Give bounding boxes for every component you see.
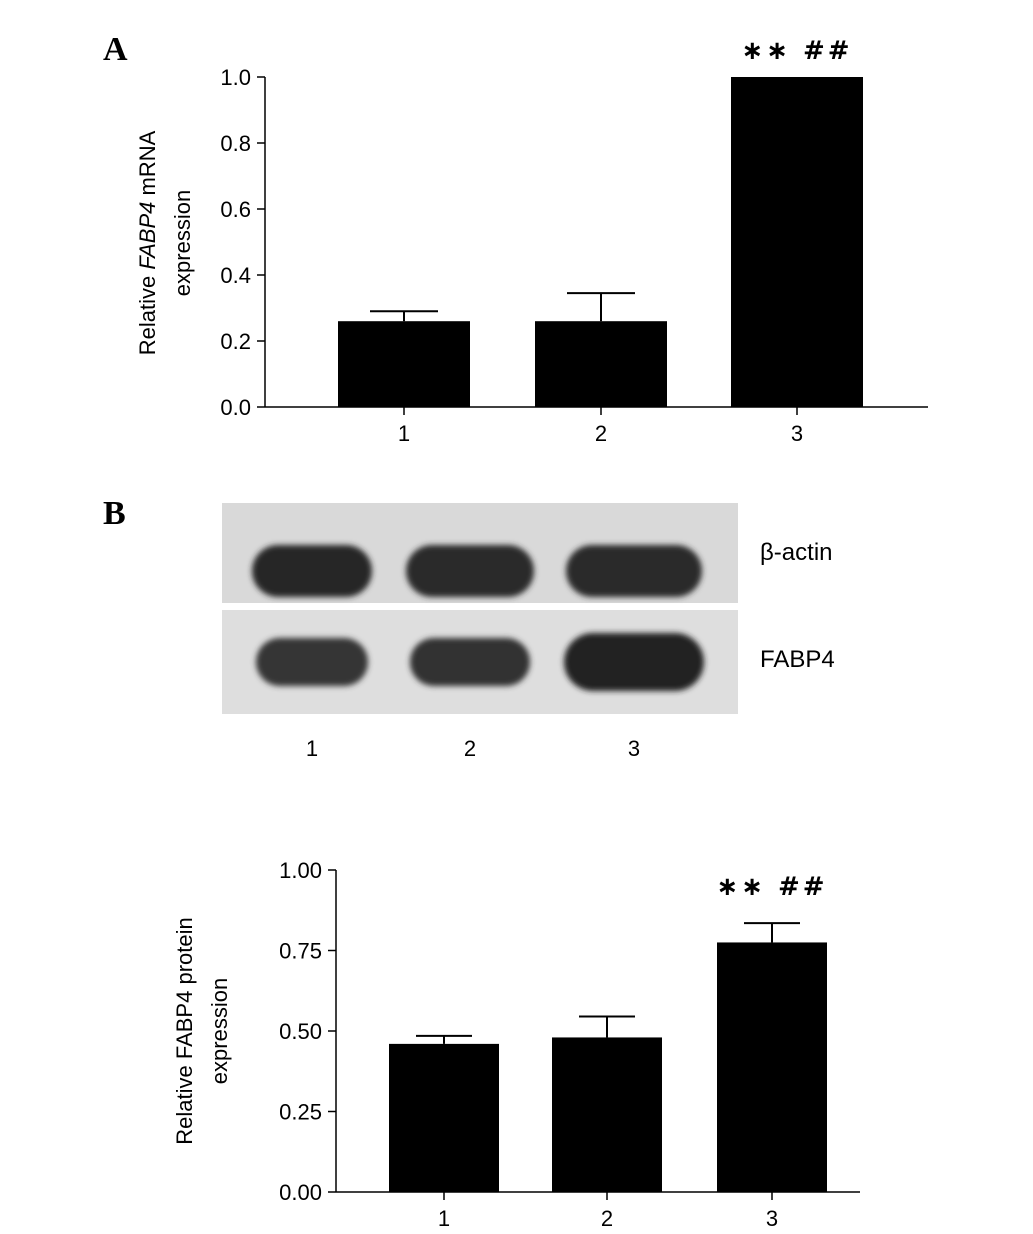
significance-label: ∗∗ ## [716, 872, 827, 902]
chart-a-ylabel-line2: expression [170, 190, 195, 296]
chart-a-ylabel-part3: mRNA [135, 130, 160, 201]
blot-band [256, 638, 368, 686]
bar [389, 1043, 499, 1192]
blot-band [566, 545, 702, 597]
panel-a-letter: A [103, 31, 128, 68]
bar [731, 77, 863, 407]
chart-b-ylabel: Relative FABP4 protein [172, 917, 197, 1144]
bar [552, 1037, 662, 1192]
western-blot: β-actin FABP4 1 2 3 [222, 503, 835, 761]
y-tick-label: 0.50 [279, 1019, 322, 1044]
y-tick-label: 0.0 [220, 395, 251, 420]
chart-b-ylabel-line2: expression [207, 978, 232, 1084]
x-tick-label: 1 [398, 421, 410, 446]
significance-label: ∗∗ ## [741, 36, 852, 66]
chart-a-mrna: 0.0 0.2 0.4 0.6 0.8 1.0 1 2 3 ∗∗ ## Relative FABP… [135, 36, 928, 446]
y-tick-label: 1.00 [279, 858, 322, 883]
bar [717, 942, 827, 1192]
x-tick-label: 2 [601, 1206, 613, 1231]
bar [338, 321, 470, 407]
x-tick-label: 1 [438, 1206, 450, 1231]
bar [535, 321, 667, 407]
panel-b-letter: B [103, 495, 126, 532]
y-tick-label: 0.2 [220, 329, 251, 354]
y-tick-label: 0.6 [220, 197, 251, 222]
chart-b-protein: 0.00 0.25 0.50 0.75 1.00 1 2 3 ∗∗ ## Relative FA… [172, 858, 860, 1231]
y-tick-label: 1.0 [220, 65, 251, 90]
y-tick-label: 0.00 [279, 1180, 322, 1205]
chart-a-ylabel-part1: Relative [135, 270, 160, 356]
blot-lane-label: 1 [306, 736, 318, 761]
blot-band [252, 545, 372, 597]
blot-lane-label: 3 [628, 736, 640, 761]
x-tick-label: 3 [791, 421, 803, 446]
blot-band [410, 638, 530, 686]
chart-a-ylabel: Relative FABP4 mRNA [135, 130, 160, 355]
x-tick-label: 3 [766, 1206, 778, 1231]
blot-label-fabp4: FABP4 [760, 646, 835, 673]
blot-band [406, 545, 534, 597]
blot-band [564, 633, 704, 691]
blot-lane-label: 2 [464, 736, 476, 761]
y-tick-label: 0.4 [220, 263, 251, 288]
chart-a-ylabel-gene: FABP4 [135, 202, 160, 270]
y-tick-label: 0.25 [279, 1100, 322, 1125]
y-tick-label: 0.75 [279, 939, 322, 964]
blot-label-beta-actin: β-actin [760, 539, 833, 566]
x-tick-label: 2 [595, 421, 607, 446]
y-tick-label: 0.8 [220, 131, 251, 156]
